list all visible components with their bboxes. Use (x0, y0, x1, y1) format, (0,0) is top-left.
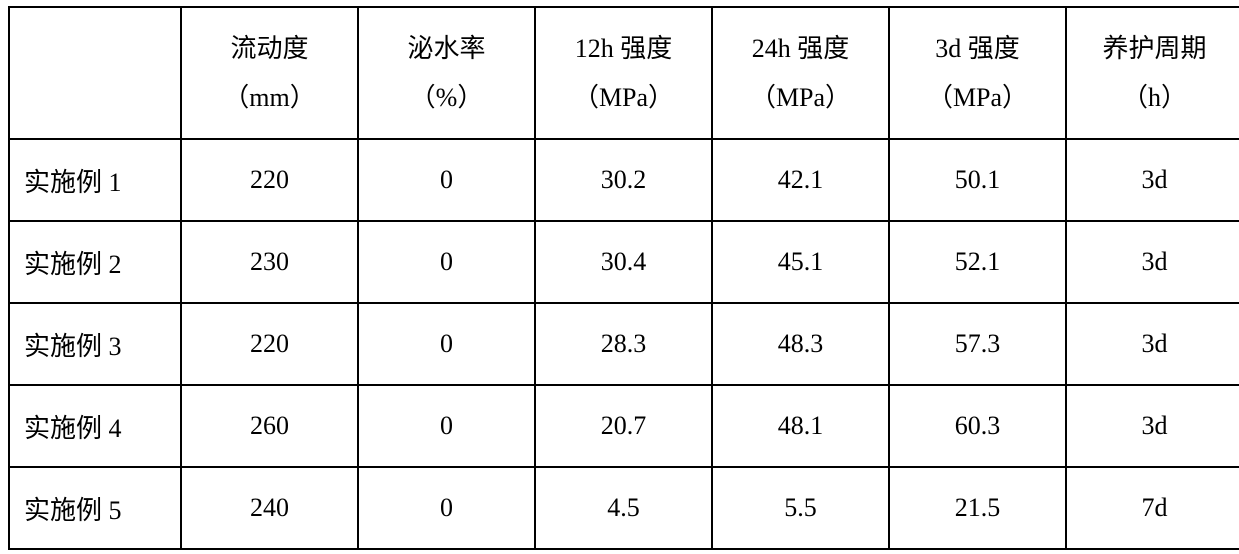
cell: 48.3 (712, 303, 889, 385)
col-header-line1: 24h 强度 (713, 24, 888, 73)
cell: 30.2 (535, 139, 712, 221)
col-header-line2: （MPa） (890, 73, 1065, 122)
cell: 240 (181, 467, 358, 549)
cell: 42.1 (712, 139, 889, 221)
cell: 60.3 (889, 385, 1066, 467)
cell: 0 (358, 303, 535, 385)
col-header-curing: 养护周期 （h） (1066, 7, 1239, 139)
cell: 20.7 (535, 385, 712, 467)
col-header-line1: 3d 强度 (890, 24, 1065, 73)
col-header-bleeding: 泌水率 （%） (358, 7, 535, 139)
table-row: 实施例 3 220 0 28.3 48.3 57.3 3d (9, 303, 1239, 385)
col-header-line2: （%） (359, 73, 534, 122)
col-header-line2: （mm） (182, 73, 357, 122)
col-header-3d: 3d 强度 （MPa） (889, 7, 1066, 139)
table-row: 实施例 1 220 0 30.2 42.1 50.1 3d (9, 139, 1239, 221)
cell: 220 (181, 303, 358, 385)
col-header-blank (9, 7, 181, 139)
cell: 48.1 (712, 385, 889, 467)
cell: 50.1 (889, 139, 1066, 221)
col-header-line2: （MPa） (536, 73, 711, 122)
cell: 0 (358, 139, 535, 221)
col-header-line2: （MPa） (713, 73, 888, 122)
col-header-line1: 泌水率 (359, 24, 534, 73)
cell: 3d (1066, 139, 1239, 221)
col-header-line1: 12h 强度 (536, 24, 711, 73)
col-header-fluidity: 流动度 （mm） (181, 7, 358, 139)
col-header-line2: （h） (1067, 73, 1239, 122)
cell: 0 (358, 467, 535, 549)
row-label: 实施例 2 (9, 221, 181, 303)
cell: 260 (181, 385, 358, 467)
cell: 45.1 (712, 221, 889, 303)
table-header-row: 流动度 （mm） 泌水率 （%） 12h 强度 （MPa） 24h 强度 （MP… (9, 7, 1239, 139)
row-label: 实施例 5 (9, 467, 181, 549)
table-row: 实施例 4 260 0 20.7 48.1 60.3 3d (9, 385, 1239, 467)
cell: 30.4 (535, 221, 712, 303)
cell: 4.5 (535, 467, 712, 549)
cell: 0 (358, 385, 535, 467)
table-row: 实施例 2 230 0 30.4 45.1 52.1 3d (9, 221, 1239, 303)
data-table: 流动度 （mm） 泌水率 （%） 12h 强度 （MPa） 24h 强度 （MP… (8, 6, 1239, 550)
cell: 7d (1066, 467, 1239, 549)
cell: 5.5 (712, 467, 889, 549)
col-header-24h: 24h 强度 （MPa） (712, 7, 889, 139)
cell: 28.3 (535, 303, 712, 385)
cell: 3d (1066, 303, 1239, 385)
cell: 3d (1066, 385, 1239, 467)
cell: 3d (1066, 221, 1239, 303)
table-container: 流动度 （mm） 泌水率 （%） 12h 强度 （MPa） 24h 强度 （MP… (0, 0, 1239, 554)
cell: 57.3 (889, 303, 1066, 385)
row-label: 实施例 3 (9, 303, 181, 385)
cell: 21.5 (889, 467, 1066, 549)
col-header-12h: 12h 强度 （MPa） (535, 7, 712, 139)
row-label: 实施例 1 (9, 139, 181, 221)
table-row: 实施例 5 240 0 4.5 5.5 21.5 7d (9, 467, 1239, 549)
cell: 0 (358, 221, 535, 303)
col-header-line1: 养护周期 (1067, 24, 1239, 73)
cell: 220 (181, 139, 358, 221)
row-label: 实施例 4 (9, 385, 181, 467)
cell: 52.1 (889, 221, 1066, 303)
cell: 230 (181, 221, 358, 303)
col-header-line1: 流动度 (182, 24, 357, 73)
